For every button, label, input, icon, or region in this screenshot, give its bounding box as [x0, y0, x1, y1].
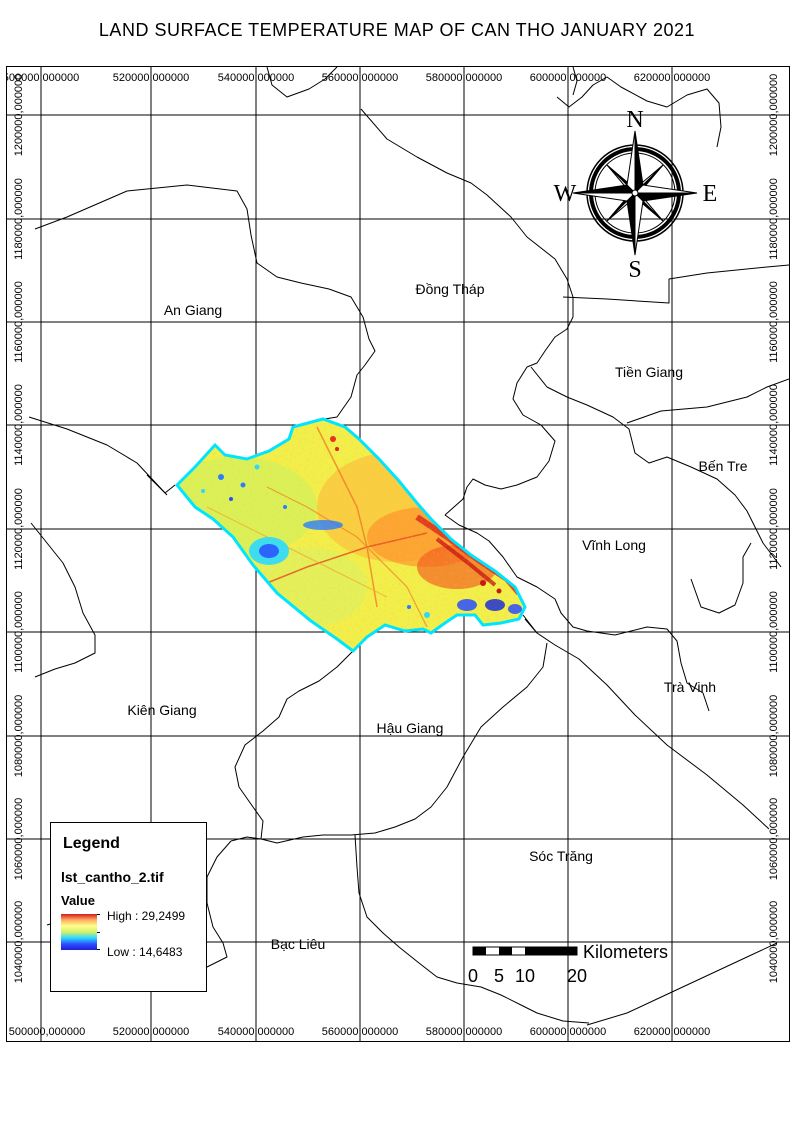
y-label-right: 1120000,000000	[768, 488, 780, 570]
scale-tick: 20	[567, 966, 587, 986]
y-label-right: 1200000,000000	[768, 74, 780, 157]
x-label-bottom: 600000,000000	[530, 1026, 606, 1038]
province-label-soc-trang: Sóc Trăng	[529, 848, 593, 864]
map-grid	[7, 67, 789, 1041]
province-label-kien-giang: Kiên Giang	[127, 702, 196, 718]
x-label-top: 540000,000000	[218, 72, 294, 84]
x-label-bottom: 580000,000000	[426, 1026, 502, 1038]
legend-title: Legend	[63, 835, 120, 852]
province-label-an-giang: An Giang	[164, 302, 222, 318]
legend-tick-mid	[97, 932, 100, 933]
y-label-right: 1040000,000000	[768, 901, 780, 984]
scale-unit: Kilometers	[583, 942, 668, 962]
y-label-left: 1120000,000000	[13, 488, 25, 570]
grid-labels-bottom: 500000,000000 520000,000000 540000,00000…	[9, 1026, 710, 1038]
legend-low-value: Low : 14,6483	[107, 945, 183, 959]
compass-w: W	[554, 181, 577, 207]
compass-rose-icon: N S E W	[554, 107, 718, 283]
scale-tick: 10	[515, 966, 535, 986]
province-label-ben-tre: Bến Tre	[698, 458, 747, 474]
province-boundaries	[28, 67, 789, 1026]
province-label-hau-giang: Hậu Giang	[377, 720, 444, 736]
x-label-bottom: 620000,000000	[634, 1026, 710, 1038]
x-label-bottom: 500000,000000	[9, 1026, 85, 1038]
compass-s: S	[628, 257, 641, 283]
y-label-left: 1140000,000000	[13, 384, 25, 466]
map-canvas[interactable]: 500000,000000 520000,000000 540000,00000…	[7, 67, 789, 1041]
y-label-left: 1200000,000000	[13, 74, 25, 157]
y-label-right: 1180000,000000	[768, 178, 780, 260]
grid-labels-left: 1200000,000000 1180000,000000 1160000,00…	[13, 74, 25, 984]
y-label-right: 1080000,000000	[768, 695, 780, 778]
y-label-left: 1060000,000000	[13, 798, 25, 881]
x-label-top: 500000,000000	[7, 72, 79, 84]
can-tho-lst-raster[interactable]	[146, 407, 538, 667]
province-label-tra-vinh: Trà Vinh	[664, 679, 716, 695]
legend-tick-low	[97, 949, 100, 950]
province-labels: An Giang Đồng Tháp Tiền Giang Bến Tre Vĩ…	[127, 281, 747, 952]
x-label-top: 580000,000000	[426, 72, 502, 84]
province-label-dong-thap: Đồng Tháp	[415, 281, 484, 297]
y-label-right: 1140000,000000	[768, 384, 780, 466]
x-label-top: 620000,000000	[634, 72, 710, 84]
grid-labels-right: 1200000,000000 1180000,000000 1160000,00…	[768, 74, 780, 984]
scale-tick: 5	[494, 966, 504, 986]
x-label-bottom: 540000,000000	[218, 1026, 294, 1038]
x-label-top: 520000,000000	[113, 72, 189, 84]
x-label-bottom: 560000,000000	[322, 1026, 398, 1038]
legend: Legend lst_cantho_2.tif Value High : 29,…	[50, 822, 207, 992]
y-label-right: 1060000,000000	[768, 798, 780, 881]
x-label-bottom: 520000,000000	[113, 1026, 189, 1038]
y-label-left: 1040000,000000	[13, 901, 25, 984]
legend-layer-name: lst_cantho_2.tif	[61, 869, 164, 885]
y-label-right: 1100000,000000	[768, 591, 780, 673]
compass-e: E	[703, 181, 718, 207]
scale-bar: Kilometers 0 5 10 20	[468, 942, 668, 986]
x-label-top: 600000,000000	[530, 72, 606, 84]
y-label-left: 1080000,000000	[13, 695, 25, 778]
y-label-left: 1100000,000000	[13, 591, 25, 673]
compass-n: N	[626, 107, 643, 133]
grid-labels-top: 500000,000000 520000,000000 540000,00000…	[7, 72, 710, 84]
y-label-left: 1180000,000000	[13, 178, 25, 260]
province-label-bac-lieu: Bạc Liêu	[271, 936, 325, 952]
y-label-left: 1160000,000000	[13, 281, 25, 363]
y-label-right: 1160000,000000	[768, 281, 780, 363]
legend-field-name: Value	[61, 893, 95, 908]
legend-tick-high	[97, 914, 100, 915]
x-label-top: 560000,000000	[322, 72, 398, 84]
legend-color-ramp	[61, 914, 97, 950]
province-label-vinh-long: Vĩnh Long	[582, 537, 646, 553]
page-title: LAND SURFACE TEMPERATURE MAP OF CAN THO …	[98, 20, 696, 40]
scale-tick: 0	[468, 966, 478, 986]
legend-high-value: High : 29,2499	[107, 909, 186, 923]
province-label-tien-giang: Tiền Giang	[615, 364, 683, 380]
